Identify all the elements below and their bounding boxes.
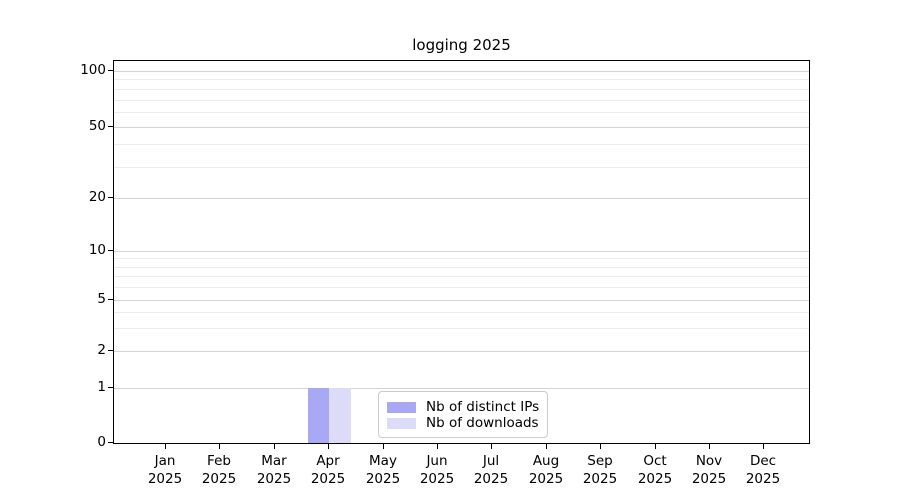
bar-downloads	[329, 388, 351, 443]
x-tick-label: Aug 2025	[516, 452, 576, 488]
x-tick-label: May 2025	[353, 452, 413, 488]
major-gridline	[114, 351, 809, 352]
x-tick-month: Sep	[587, 453, 613, 469]
x-tick-month: Jan	[154, 453, 176, 469]
x-tick-mark	[274, 444, 275, 449]
legend-label-downloads: Nb of downloads	[426, 415, 539, 431]
x-tick-label: Oct 2025	[625, 452, 685, 488]
x-tick-mark	[546, 444, 547, 449]
chart-title: logging 2025	[412, 36, 511, 54]
legend-item-downloads: Nb of downloads	[387, 415, 539, 431]
y-tick-label: 20	[88, 189, 106, 205]
legend-item-distinct-ips: Nb of distinct IPs	[387, 399, 539, 415]
x-tick-mark	[491, 444, 492, 449]
x-tick-month: Jun	[426, 453, 448, 469]
x-tick-label: Jan 2025	[135, 452, 195, 488]
major-gridline	[114, 300, 809, 301]
y-tick-mark	[108, 197, 113, 198]
x-tick-month: Apr	[316, 453, 340, 469]
x-tick-label: Feb 2025	[189, 452, 249, 488]
x-tick-month: Oct	[643, 453, 667, 469]
x-tick-year: 2025	[528, 471, 564, 487]
y-tick-label: 5	[97, 291, 106, 307]
x-tick-year: 2025	[419, 471, 455, 487]
x-tick-year: 2025	[582, 471, 618, 487]
major-gridline	[114, 251, 809, 252]
y-tick-label: 50	[88, 118, 106, 134]
minor-gridline	[114, 112, 809, 113]
minor-gridline	[114, 89, 809, 90]
x-tick-year: 2025	[256, 471, 292, 487]
legend-label-distinct-ips: Nb of distinct IPs	[426, 399, 540, 415]
x-tick-year: 2025	[637, 471, 673, 487]
x-tick-month: Feb	[207, 453, 231, 469]
y-tick-label: 100	[80, 62, 106, 78]
y-tick-label: 0	[97, 434, 106, 450]
plot-area: Nb of distinct IPs Nb of downloads	[113, 60, 810, 444]
minor-gridline	[114, 328, 809, 329]
x-tick-month: May	[369, 453, 397, 469]
y-tick-mark	[108, 442, 113, 443]
y-tick-mark	[108, 299, 113, 300]
major-gridline	[114, 198, 809, 199]
x-tick-mark	[763, 444, 764, 449]
x-tick-month: Aug	[532, 453, 560, 469]
legend-swatch-downloads-icon	[387, 417, 416, 429]
x-tick-year: 2025	[745, 471, 781, 487]
x-tick-month: Mar	[261, 453, 287, 469]
x-tick-mark	[437, 444, 438, 449]
major-gridline	[114, 388, 809, 389]
x-tick-mark	[383, 444, 384, 449]
y-tick-mark	[108, 250, 113, 251]
x-tick-mark	[655, 444, 656, 449]
x-tick-label: Jun 2025	[407, 452, 467, 488]
minor-gridline	[114, 287, 809, 288]
x-tick-year: 2025	[147, 471, 183, 487]
legend: Nb of distinct IPs Nb of downloads	[378, 391, 548, 438]
minor-gridline	[114, 312, 809, 313]
bar-distinct-ips	[307, 388, 330, 443]
x-tick-year: 2025	[365, 471, 401, 487]
x-tick-month: Dec	[749, 453, 777, 469]
y-tick-label: 1	[97, 379, 106, 395]
x-tick-label: Apr 2025	[298, 452, 358, 488]
x-tick-month: Nov	[695, 453, 723, 469]
x-tick-label: Dec 2025	[733, 452, 793, 488]
y-tick-mark	[108, 126, 113, 127]
x-tick-year: 2025	[691, 471, 727, 487]
major-gridline	[114, 127, 809, 128]
x-tick-label: Jul 2025	[461, 452, 521, 488]
x-tick-year: 2025	[310, 471, 346, 487]
y-tick-mark	[108, 387, 113, 388]
minor-gridline	[114, 79, 809, 80]
y-tick-label: 10	[88, 242, 106, 258]
minor-gridline	[114, 144, 809, 145]
x-tick-mark	[165, 444, 166, 449]
x-tick-mark	[328, 444, 329, 449]
legend-swatch-distinct-ips-icon	[387, 401, 416, 413]
x-tick-month: Jul	[482, 453, 500, 469]
y-tick-label: 2	[97, 342, 106, 358]
x-tick-mark	[709, 444, 710, 449]
x-tick-year: 2025	[201, 471, 237, 487]
x-tick-mark	[600, 444, 601, 449]
y-tick-mark	[108, 70, 113, 71]
major-gridline	[114, 71, 809, 72]
minor-gridline	[114, 258, 809, 259]
x-tick-year: 2025	[473, 471, 509, 487]
y-tick-mark	[108, 350, 113, 351]
minor-gridline	[114, 100, 809, 101]
x-tick-label: Mar 2025	[244, 452, 304, 488]
x-tick-label: Nov 2025	[679, 452, 739, 488]
minor-gridline	[114, 167, 809, 168]
minor-gridline	[114, 267, 809, 268]
x-tick-label: Sep 2025	[570, 452, 630, 488]
minor-gridline	[114, 276, 809, 277]
x-tick-mark	[219, 444, 220, 449]
